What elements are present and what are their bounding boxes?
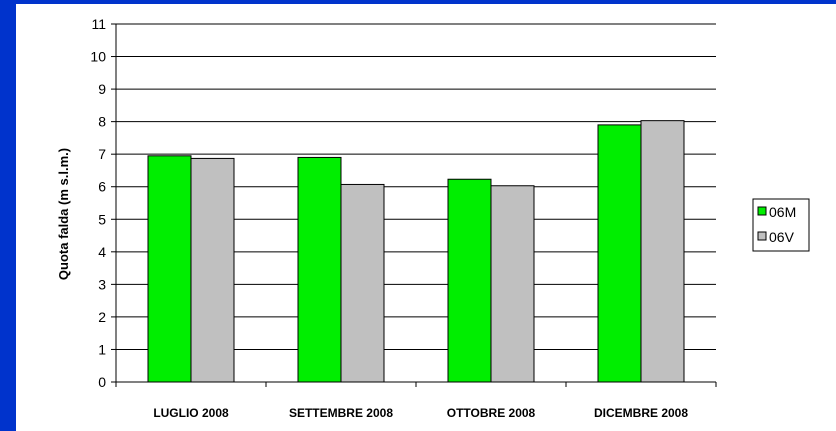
y-axis-ticks: 0 1 2 3 4 5 6 7 8 9 10 11 <box>90 16 116 390</box>
legend: 06M 06V <box>752 198 810 252</box>
x-category-label: SETTEMBRE 2008 <box>289 406 393 420</box>
y-tick-label: 2 <box>98 309 106 325</box>
bar-06M <box>147 155 192 383</box>
bar-06M <box>447 178 492 383</box>
bar-06V <box>190 157 235 383</box>
x-category-label: DICEMBRE 2008 <box>594 406 688 420</box>
y-tick-label: 4 <box>98 244 106 260</box>
bar-06M <box>297 156 342 383</box>
legend-label-06M: 06M <box>769 204 796 220</box>
y-tick-label: 5 <box>98 211 106 227</box>
y-tick-label: 9 <box>98 81 106 97</box>
y-axis-label: Quota falda (m s.l.m.) <box>56 148 71 280</box>
y-tick-label: 7 <box>98 146 106 162</box>
y-tick-label: 8 <box>98 114 106 130</box>
x-axis-labels: LUGLIO 2008 SETTEMBRE 2008 OTTOBRE 2008 DIC… <box>153 406 688 420</box>
bar-06V <box>490 185 535 383</box>
y-tick-label: 1 <box>98 341 106 357</box>
legend-swatch-06V <box>757 231 767 241</box>
bars <box>147 120 685 383</box>
x-category-label: LUGLIO 2008 <box>153 406 229 420</box>
bar-06V <box>340 183 385 383</box>
bar-06V <box>640 120 685 383</box>
y-tick-label: 3 <box>98 276 106 292</box>
bar-06M <box>597 124 642 383</box>
chart-frame: 0 1 2 3 4 5 6 7 8 9 10 11 LUGLIO 2008 SETTEMBRE 2008… <box>16 4 836 431</box>
axes <box>115 24 717 387</box>
x-category-label: OTTOBRE 2008 <box>447 406 536 420</box>
legend-swatch-06M <box>757 206 767 216</box>
y-tick-label: 11 <box>91 16 106 32</box>
y-tick-label: 10 <box>90 49 106 65</box>
y-tick-label: 6 <box>98 179 106 195</box>
y-tick-label: 0 <box>98 374 106 390</box>
bar-chart: 0 1 2 3 4 5 6 7 8 9 10 11 LUGLIO 2008 SETTEMBRE 2008… <box>56 16 810 420</box>
legend-label-06V: 06V <box>769 229 795 245</box>
